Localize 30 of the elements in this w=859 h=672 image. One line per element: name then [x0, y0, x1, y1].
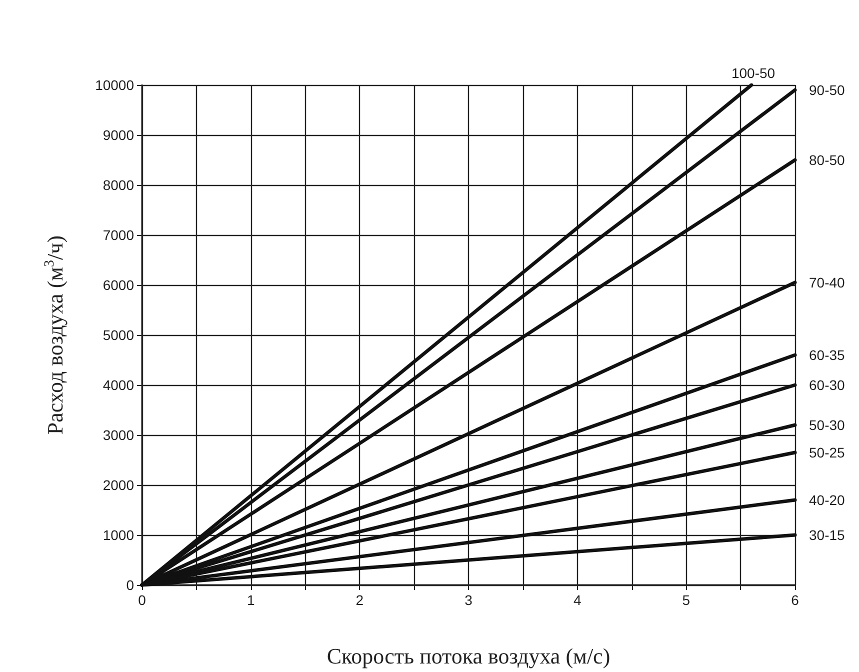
- x-tick-label: 1: [246, 592, 255, 608]
- series-label: 60-35: [809, 347, 846, 363]
- y-tick-label: 2000: [102, 477, 134, 493]
- series-label: 30-15: [809, 527, 846, 543]
- x-tick-label: 3: [464, 592, 473, 608]
- series-label: 50-30: [809, 417, 846, 433]
- x-tick-label: 4: [573, 592, 582, 608]
- y-tick-label: 3000: [102, 427, 134, 443]
- series-label: 100-50: [731, 65, 776, 81]
- y-tick-label: 0: [126, 577, 134, 593]
- y-tick-label: 9000: [102, 127, 134, 143]
- x-tick-label: 2: [356, 592, 364, 608]
- x-axis-title: Скорость потока воздуха (м/с): [326, 644, 610, 668]
- series-label: 90-50: [809, 82, 846, 98]
- y-tick-label: 6000: [102, 277, 134, 293]
- y-tick-label: 1000: [102, 527, 134, 543]
- series-label: 70-40: [809, 274, 846, 290]
- y-tick-label: 8000: [102, 177, 134, 193]
- y-tick-label: 10000: [95, 77, 134, 93]
- series-label: 50-25: [809, 444, 846, 460]
- y-tick-label: 7000: [102, 227, 134, 243]
- x-tick-label: 0: [138, 592, 146, 608]
- y-tick-label: 4000: [102, 377, 134, 393]
- series-label: 60-30: [809, 377, 846, 393]
- y-tick-label: 5000: [102, 327, 134, 343]
- series-label: 80-50: [809, 152, 846, 168]
- series-label: 40-20: [809, 492, 846, 508]
- y-axis-title: Расход воздуха (м3/ч): [42, 235, 68, 435]
- x-tick-label: 5: [682, 592, 690, 608]
- x-tick-label: 6: [791, 592, 800, 608]
